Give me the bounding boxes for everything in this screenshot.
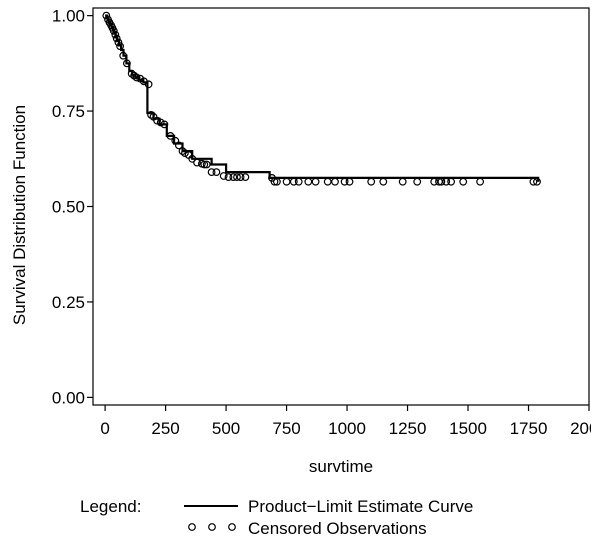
censored-point — [229, 173, 238, 182]
censored-point — [147, 110, 156, 119]
legend-curve-label: Product−Limit Estimate Curve — [248, 497, 473, 516]
censored-point — [109, 27, 118, 35]
x-tick-label: 500 — [212, 419, 240, 438]
x-tick-label: 1250 — [389, 419, 427, 438]
x-tick-label: 250 — [151, 419, 179, 438]
x-tick-label: 0 — [100, 419, 109, 438]
censored-point — [178, 147, 187, 156]
censored-point — [207, 168, 216, 177]
censored-point — [273, 177, 281, 186]
censored-point — [111, 30, 120, 39]
censored-point — [193, 158, 201, 167]
censored-point — [282, 177, 291, 186]
plot-frame — [92, 7, 590, 406]
censored-point — [379, 177, 388, 186]
censored-point — [294, 177, 303, 186]
censored-point — [311, 177, 320, 186]
censored-point — [413, 177, 422, 186]
censored-point — [459, 177, 468, 186]
censored-point — [270, 177, 279, 186]
legend-heading: Legend: — [80, 497, 141, 516]
censored-point — [119, 51, 128, 60]
x-tick-label: 1500 — [449, 419, 487, 438]
censored-point — [323, 177, 332, 186]
censored-point — [102, 11, 111, 20]
x-axis-label: survtime — [309, 457, 373, 476]
censored-point — [212, 168, 221, 177]
censored-point — [529, 177, 538, 186]
legend-censor-marker-1 — [188, 523, 196, 531]
series-layer — [105, 14, 540, 182]
y-tick-label: 1.00 — [52, 7, 85, 26]
censored-point — [166, 131, 175, 140]
x-tick-label: 2000 — [570, 419, 591, 438]
censored-point — [180, 149, 189, 158]
censored-point — [219, 172, 228, 180]
censored-point — [367, 177, 376, 186]
censored-point — [112, 34, 121, 43]
censored-point — [116, 42, 124, 51]
y-tick-label: 0.50 — [52, 198, 85, 217]
censored-point — [114, 38, 123, 47]
censored-point — [304, 177, 313, 186]
censored-point — [132, 73, 141, 82]
censor-layer — [102, 11, 541, 186]
censored-point — [447, 177, 456, 186]
censored-point — [289, 177, 298, 186]
censored-point — [156, 118, 165, 127]
y-tick-label: 0.25 — [52, 293, 85, 312]
censored-point — [174, 141, 183, 150]
censored-point — [144, 80, 153, 89]
censored-point — [476, 177, 485, 186]
censored-point — [442, 177, 451, 186]
censored-point — [345, 177, 354, 186]
x-tick-label: 750 — [272, 419, 300, 438]
legend: Legend: Product−Limit Estimate Curve Cen… — [80, 497, 473, 538]
censored-point — [188, 154, 197, 163]
y-axis-label: Survival Distribution Function — [10, 105, 29, 325]
censored-point — [437, 177, 446, 186]
censored-point — [398, 177, 407, 186]
censored-point — [127, 69, 136, 78]
censored-point — [241, 173, 250, 182]
censored-point — [236, 173, 245, 182]
ticks-layer: 0 250 500 750 1000 1250 1500 1750 2000 0.00 0.25 0.… — [52, 7, 591, 438]
censored-point — [233, 173, 241, 182]
censored-point — [224, 173, 233, 182]
legend-censor-marker-2 — [208, 523, 216, 531]
x-tick-label: 1750 — [510, 419, 548, 438]
censored-point — [200, 160, 209, 169]
y-tick-label: 0.75 — [52, 102, 85, 121]
legend-censor-marker-3 — [228, 523, 236, 531]
censored-point — [533, 177, 541, 186]
y-tick-label: 0.00 — [52, 388, 85, 407]
censored-point — [122, 59, 131, 68]
km-step-curve — [105, 14, 540, 182]
axes-layer — [92, 7, 590, 406]
censored-point — [340, 177, 349, 186]
censored-point — [202, 160, 211, 169]
x-tick-label: 1000 — [328, 419, 366, 438]
censored-point — [160, 120, 169, 129]
censored-point — [331, 177, 339, 186]
legend-censor-label: Censored Observations — [248, 519, 427, 538]
